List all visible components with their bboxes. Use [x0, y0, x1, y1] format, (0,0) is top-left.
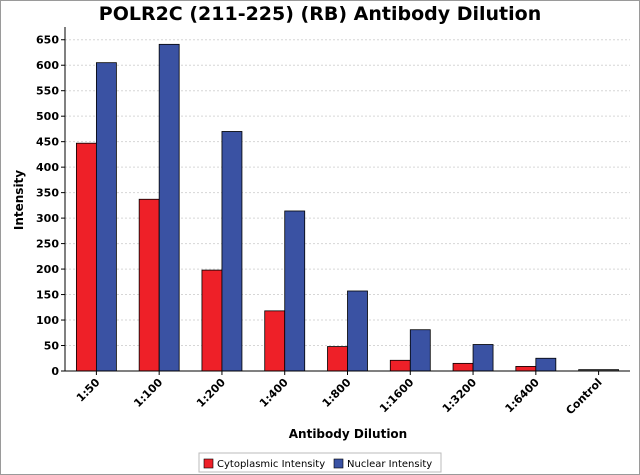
- bar-nuclear: [535, 357, 557, 372]
- x-tick-label: 1:400: [257, 376, 291, 410]
- x-tick-label: 1:6400: [503, 376, 543, 416]
- y-tick-label: 450: [36, 136, 59, 149]
- x-tick-label: 1:200: [194, 376, 228, 410]
- y-tick-label: 250: [36, 238, 59, 251]
- tick-labels: 0 50 100 150 200 250 300 350 400 450 500 550 600 650 1…: [36, 34, 605, 418]
- y-tick-label: 550: [36, 85, 59, 98]
- y-tick-label: 300: [36, 212, 59, 225]
- bar-cytoplasmic: [327, 346, 348, 372]
- bar-cytoplasmic: [138, 198, 160, 372]
- y-axis-label: Intensity: [12, 170, 26, 230]
- y-tick-label: 0: [51, 365, 59, 378]
- legend-box: [198, 452, 442, 473]
- y-tick-label: 200: [36, 263, 59, 276]
- bar-cytoplasmic: [389, 359, 411, 372]
- bar-cytoplasmic: [452, 362, 474, 372]
- bar-nuclear: [158, 43, 180, 372]
- bar-nuclear: [409, 329, 431, 372]
- bar-nuclear: [221, 131, 243, 372]
- y-tick-label: 100: [36, 314, 59, 327]
- bar-nuclear: [472, 344, 494, 372]
- y-tick-label: 600: [36, 59, 59, 72]
- x-axis-label: Antibody Dilution: [289, 427, 407, 441]
- x-tick-label: Control: [563, 376, 604, 417]
- x-tick-label: 1:1600: [377, 376, 417, 416]
- x-tick-label: 1:3200: [440, 376, 480, 416]
- legend-label-cytoplasmic: Cytoplasmic Intensity: [217, 459, 325, 470]
- bar-cytoplasmic: [515, 366, 537, 372]
- bar-nuclear: [95, 62, 117, 372]
- bar-nuclear: [347, 290, 368, 372]
- bars: [75, 43, 619, 372]
- x-tick-label: 1:50: [74, 376, 103, 405]
- y-tick-label: 400: [36, 161, 59, 174]
- y-tick-label: 350: [36, 187, 59, 200]
- bar-nuclear: [284, 210, 306, 372]
- y-tick-label: 500: [36, 110, 59, 123]
- bar-cytoplasmic: [75, 142, 97, 372]
- y-tick-label: 150: [36, 289, 59, 302]
- y-tick-label: 50: [44, 340, 60, 353]
- legend-swatch-cytoplasmic: [203, 458, 214, 469]
- x-tick-label: 1:100: [131, 376, 165, 410]
- bar-cytoplasmic: [201, 269, 223, 372]
- bar-cytoplasmic: [264, 310, 286, 372]
- legend: Cytoplasmic Intensity Nuclear Intensity: [198, 452, 442, 473]
- y-tick-label: 650: [36, 34, 59, 47]
- axes: [61, 27, 630, 375]
- legend-swatch-nuclear: [333, 458, 344, 469]
- x-tick-label: 1:800: [320, 376, 354, 410]
- legend-label-nuclear: Nuclear Intensity: [347, 459, 432, 470]
- chart-title: POLR2C (211-225) (RB) Antibody Dilution: [99, 3, 541, 25]
